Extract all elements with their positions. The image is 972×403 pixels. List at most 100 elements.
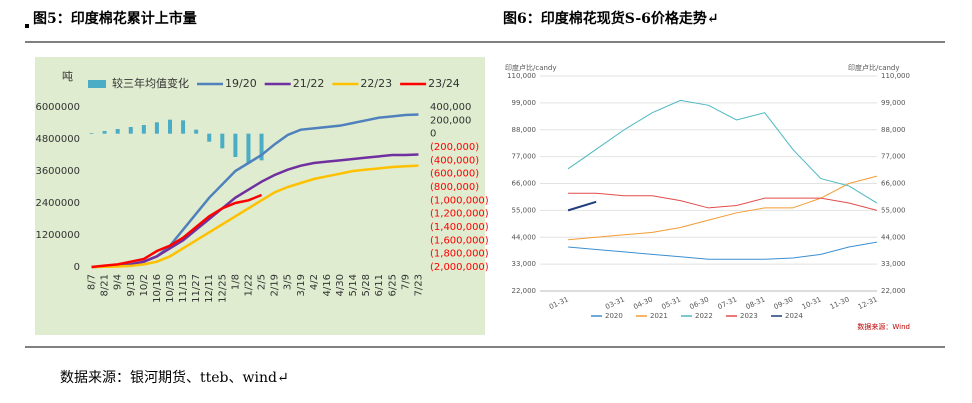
bullet	[25, 24, 29, 28]
legend-label: 21/22	[293, 77, 325, 90]
series-line	[568, 175, 878, 241]
y2-tick-label: 200,000	[430, 115, 471, 126]
x-tick-label: 7/23	[413, 274, 424, 296]
x-tick-label: 11/13	[178, 274, 189, 303]
x-tick-label: 12-31	[857, 295, 879, 311]
x-tick-label: 4/30	[335, 274, 346, 296]
y-tick-label: 4800000	[35, 134, 80, 145]
y-tick-label: 99,000	[512, 99, 537, 107]
x-tick-label: 04-30	[632, 295, 654, 311]
y2-tick-label: 55,000	[881, 206, 906, 214]
y2-tick-label: (1,800,000)	[430, 249, 489, 260]
x-tick-label: 12/25	[217, 274, 228, 303]
y-label: 吨	[62, 70, 73, 83]
x-tick-label: 3/19	[296, 274, 307, 296]
bar	[220, 133, 225, 149]
bar	[115, 129, 120, 134]
x-tick-label: 1/22	[243, 274, 254, 296]
y2-tick-label: (1,400,000)	[430, 222, 489, 233]
legend-label: 2024	[785, 312, 803, 320]
y-tick-label: 44,000	[512, 233, 537, 241]
bar	[181, 120, 186, 134]
x-tick-label: 5/28	[361, 274, 372, 296]
legend-label: 2021	[650, 312, 668, 320]
x-tick-label: 10/30	[165, 274, 176, 303]
y-tick-label: 88,000	[512, 126, 537, 134]
series-line	[568, 241, 878, 260]
legend-label: 较三年均值变化	[112, 76, 189, 90]
bar	[207, 133, 212, 142]
x-tick-label: 3/5	[283, 274, 294, 290]
y2-tick-label: 22,000	[881, 287, 906, 295]
y2-tick-label: (600,000)	[430, 169, 479, 180]
y2-tick-label: 44,000	[881, 233, 906, 241]
x-tick-label: 09-30	[773, 295, 795, 311]
x-tick-label: 4/16	[322, 274, 333, 296]
x-tick-label: 10-31	[801, 295, 823, 311]
y-tick-label: 2400000	[35, 198, 80, 209]
x-tick-label: 6/11	[374, 274, 385, 296]
y2-tick-label: 400,000	[430, 102, 471, 113]
left-heading: 图5：印度棉花累计上市量	[33, 10, 197, 27]
x-tick-label: 01-31	[548, 295, 570, 311]
y2-tick-label: (1,200,000)	[430, 209, 489, 220]
y2-label: 印度卢比/candy	[848, 63, 900, 72]
y2-tick-label: 88,000	[881, 126, 906, 134]
series-line	[567, 99, 878, 204]
y-tick-label: 77,000	[512, 153, 537, 161]
y-tick-label: 66,000	[512, 180, 537, 188]
bar	[128, 127, 133, 134]
y-tick-label: 110,000	[507, 72, 536, 80]
bar	[194, 129, 199, 134]
series-line	[91, 153, 419, 269]
x-tick-label: 7/9	[400, 274, 411, 290]
bar	[233, 133, 238, 157]
legend-label: 19/20	[225, 77, 257, 90]
legend-label: 2020	[605, 312, 623, 320]
x-tick-label: 8/7	[87, 274, 98, 290]
x-tick-label: 8/21	[100, 274, 111, 296]
y-tick-label: 22,000	[512, 287, 537, 295]
source: 数据来源：银河期货、tteb、wind↵	[60, 369, 289, 386]
x-tick-label: 2/19	[270, 274, 281, 296]
x-tick-label: 03-31	[604, 295, 626, 311]
bar	[168, 119, 172, 134]
x-tick-label: 4/2	[309, 274, 320, 290]
y2-tick-label: (2,000,000)	[430, 262, 489, 273]
y2-tick-label: 110,000	[881, 72, 910, 80]
legend-label: 22/23	[360, 77, 392, 90]
y-tick-label: 1200000	[35, 230, 80, 241]
y2-tick-label: (800,000)	[430, 182, 479, 193]
series-line	[568, 192, 878, 211]
x-tick-label: 05-31	[660, 295, 682, 311]
y-tick-label: 33,000	[512, 260, 537, 268]
y-tick-label: 55,000	[512, 206, 537, 214]
x-tick-label: 6/25	[387, 274, 398, 296]
bar	[141, 125, 146, 134]
bar	[259, 133, 264, 161]
y-tick-label: 0	[74, 262, 80, 273]
y2-tick-label: 77,000	[881, 153, 906, 161]
bar	[246, 133, 251, 164]
y2-tick-label: 0	[430, 129, 436, 140]
right-heading: 图6：印度棉花现货S-6价格走势↵	[503, 10, 719, 27]
y2-tick-label: 33,000	[881, 260, 906, 268]
chart-note: 数据来源：Wind	[857, 322, 910, 331]
x-tick-label: 11/27	[191, 274, 202, 303]
x-tick-label: 9/4	[113, 274, 124, 290]
x-tick-label: 10/16	[152, 274, 163, 303]
bar	[154, 122, 159, 134]
x-tick-label: 10/2	[139, 274, 150, 296]
x-tick-label: 07-31	[716, 295, 738, 311]
x-tick-label: 08-31	[745, 295, 767, 311]
y-tick-label: 6000000	[35, 102, 80, 113]
bar	[102, 131, 107, 134]
x-tick-label: 2/5	[257, 274, 268, 290]
y-tick-label: 3600000	[35, 166, 80, 177]
x-tick-label: 9/18	[126, 274, 137, 296]
y2-tick-label: (200,000)	[430, 142, 479, 153]
x-tick-label: 11-30	[829, 295, 851, 311]
legend-label: 2023	[740, 312, 758, 320]
legend-label: 2022	[695, 312, 713, 320]
